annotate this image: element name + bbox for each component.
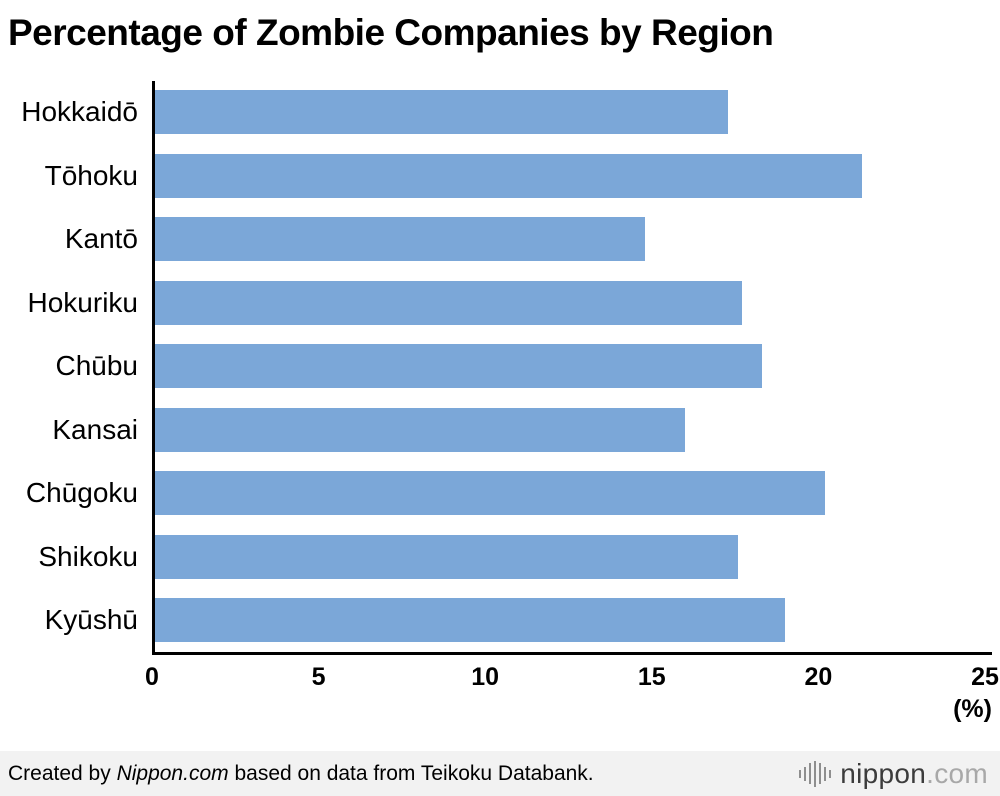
credit-prefix: Created by <box>8 761 117 785</box>
bar <box>152 344 762 389</box>
category-label: Kansai <box>52 413 138 445</box>
bar <box>152 407 686 452</box>
bar <box>152 280 742 325</box>
chart-row: Kantō <box>0 208 1000 272</box>
chart-row: Tōhoku <box>0 144 1000 208</box>
credit-brand: Nippon.com <box>116 761 229 785</box>
bar-track <box>152 280 985 325</box>
x-tick-label: 15 <box>637 662 666 691</box>
x-tick-label: 10 <box>471 662 500 691</box>
bar-track <box>152 344 985 389</box>
x-tick-label: 20 <box>804 662 833 691</box>
category-label: Chūbu <box>55 350 138 382</box>
x-tick-label: 5 <box>311 662 326 691</box>
credit-text: Created by Nippon.com based on data from… <box>8 762 594 786</box>
footer: Created by Nippon.com based on data from… <box>0 751 1000 796</box>
bar-track <box>152 153 985 198</box>
chart-row: Hokkaidō <box>0 81 1000 145</box>
category-label: Shikoku <box>38 540 138 572</box>
category-label: Kyūshū <box>44 604 138 636</box>
chart-row: Shikoku <box>0 525 1000 589</box>
soundwave-icon <box>798 760 832 787</box>
bar <box>152 534 739 579</box>
bar-track <box>152 407 985 452</box>
logo-suffix: .com <box>926 757 988 789</box>
axis-unit-label: (%) <box>953 694 992 723</box>
bar <box>152 90 729 135</box>
x-axis-line <box>152 652 992 655</box>
bar-track <box>152 534 985 579</box>
chart-row: Chūgoku <box>0 462 1000 526</box>
category-label: Hokkaidō <box>21 96 138 128</box>
chart-row: Kyūshū <box>0 589 1000 653</box>
bar-chart: Hokkaidō Tōhoku Kantō Hokuriku Chūbu Kansai Ch… <box>0 80 1000 724</box>
bar-track <box>152 217 985 262</box>
chart-row: Kansai <box>0 398 1000 462</box>
x-axis-ticks: 0 5 10 15 20 25 <box>145 655 999 695</box>
bar <box>152 153 862 198</box>
chart-row: Chūbu <box>0 335 1000 399</box>
category-label: Hokuriku <box>27 286 138 318</box>
bar-track <box>152 471 985 516</box>
category-label: Tōhoku <box>44 159 138 191</box>
chart-rows: Hokkaidō Tōhoku Kantō Hokuriku Chūbu Kansai Ch… <box>0 81 1000 653</box>
nippon-logo: nippon.com <box>798 758 988 790</box>
x-tick-label: 25 <box>971 662 999 691</box>
bar <box>152 598 786 643</box>
bar <box>152 217 646 262</box>
credit-suffix: based on data from Teikoku Databank. <box>228 761 594 785</box>
bar-track <box>152 90 985 135</box>
category-label: Chūgoku <box>25 477 138 509</box>
logo-main: nippon <box>840 757 927 789</box>
logo-wordmark: nippon.com <box>840 758 988 790</box>
page-title: Percentage of Zombie Companies by Region <box>8 12 774 53</box>
bar-track <box>152 598 985 643</box>
category-label: Kantō <box>64 223 138 255</box>
y-axis-line <box>152 80 155 653</box>
chart-row: Hokuriku <box>0 271 1000 335</box>
bar <box>152 471 826 516</box>
x-tick-label: 0 <box>145 662 159 691</box>
plot-area: Hokkaidō Tōhoku Kantō Hokuriku Chūbu Kansai Ch… <box>0 80 1000 653</box>
